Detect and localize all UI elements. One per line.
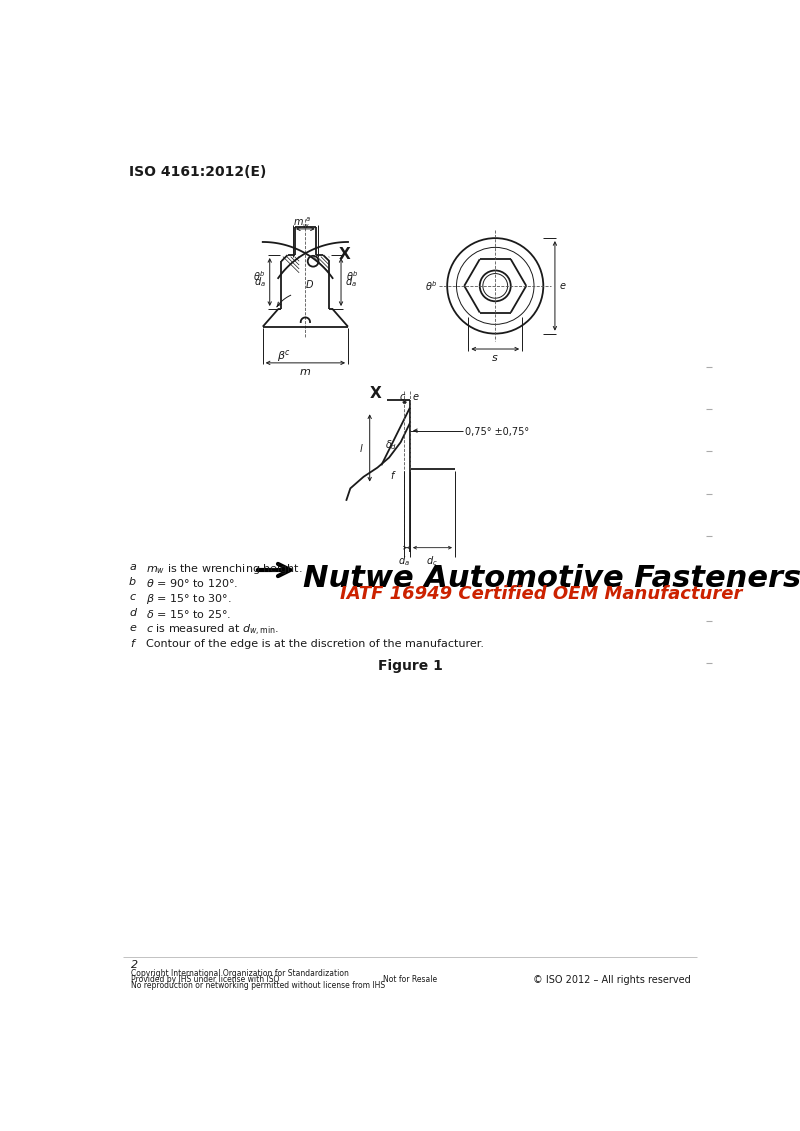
Text: $\theta^b$: $\theta^b$ [346,269,358,283]
Text: c: c [130,593,136,603]
Text: X: X [338,248,350,262]
Text: $d_a$: $d_a$ [254,275,266,288]
Text: X: X [370,386,381,402]
Text: d: d [129,607,136,618]
Text: $e$: $e$ [558,280,566,291]
Text: Contour of the edge is at the discretion of the manufacturer.: Contour of the edge is at the discretion… [146,639,485,648]
Text: $e$: $e$ [411,392,419,403]
Text: $\delta$ = 15° to 25°.: $\delta$ = 15° to 25°. [146,607,232,620]
Text: $f$: $f$ [390,469,396,481]
Text: Provided by IHS under license with ISO: Provided by IHS under license with ISO [131,975,279,984]
Text: $D$: $D$ [305,278,314,291]
Text: $s$: $s$ [491,353,499,363]
Text: No reproduction or networking permitted without license from IHS: No reproduction or networking permitted … [131,982,385,990]
Text: $\theta^b$: $\theta^b$ [425,279,438,293]
Text: $m$: $m$ [299,366,311,377]
Text: $c$: $c$ [398,392,406,403]
Text: ISO 4161:2012(E): ISO 4161:2012(E) [130,165,267,179]
Text: $\theta$ = 90° to 120°.: $\theta$ = 90° to 120°. [146,577,239,589]
Text: b: b [129,577,136,587]
Text: Not for Resale: Not for Resale [383,975,437,984]
Text: 2: 2 [131,959,138,969]
Text: $\beta^c$: $\beta^c$ [277,348,290,364]
Text: © ISO 2012 – All rights reserved: © ISO 2012 – All rights reserved [533,975,690,985]
Text: IATF 16949 Certified OEM Manufacturer: IATF 16949 Certified OEM Manufacturer [340,586,742,604]
Text: $\theta^b$: $\theta^b$ [253,269,266,283]
Text: $d_a$: $d_a$ [345,275,357,288]
Text: f: f [130,639,134,648]
Text: $c$ is measured at $d_{w,\mathrm{min}}$.: $c$ is measured at $d_{w,\mathrm{min}}$. [146,623,279,638]
Text: Copyright International Organization for Standardization: Copyright International Organization for… [131,969,349,978]
Text: $\delta_d$: $\delta_d$ [386,439,398,452]
Text: Nutwe Automotive Fasteners: Nutwe Automotive Fasteners [303,564,800,593]
Text: e: e [129,623,136,633]
Text: Figure 1: Figure 1 [378,659,442,673]
Text: $\beta$ = 15° to 30°.: $\beta$ = 15° to 30°. [146,593,232,606]
Text: $m_w^{\ a}$: $m_w^{\ a}$ [293,216,310,231]
Text: $d_c$: $d_c$ [426,554,438,568]
Text: $l$: $l$ [359,441,363,454]
Text: 0,75° ±0,75°: 0,75° ±0,75° [465,428,529,438]
Text: a: a [129,561,136,571]
Text: $m_w$ is the wrenching height.: $m_w$ is the wrenching height. [146,561,303,576]
Text: $d_a$: $d_a$ [398,554,410,568]
